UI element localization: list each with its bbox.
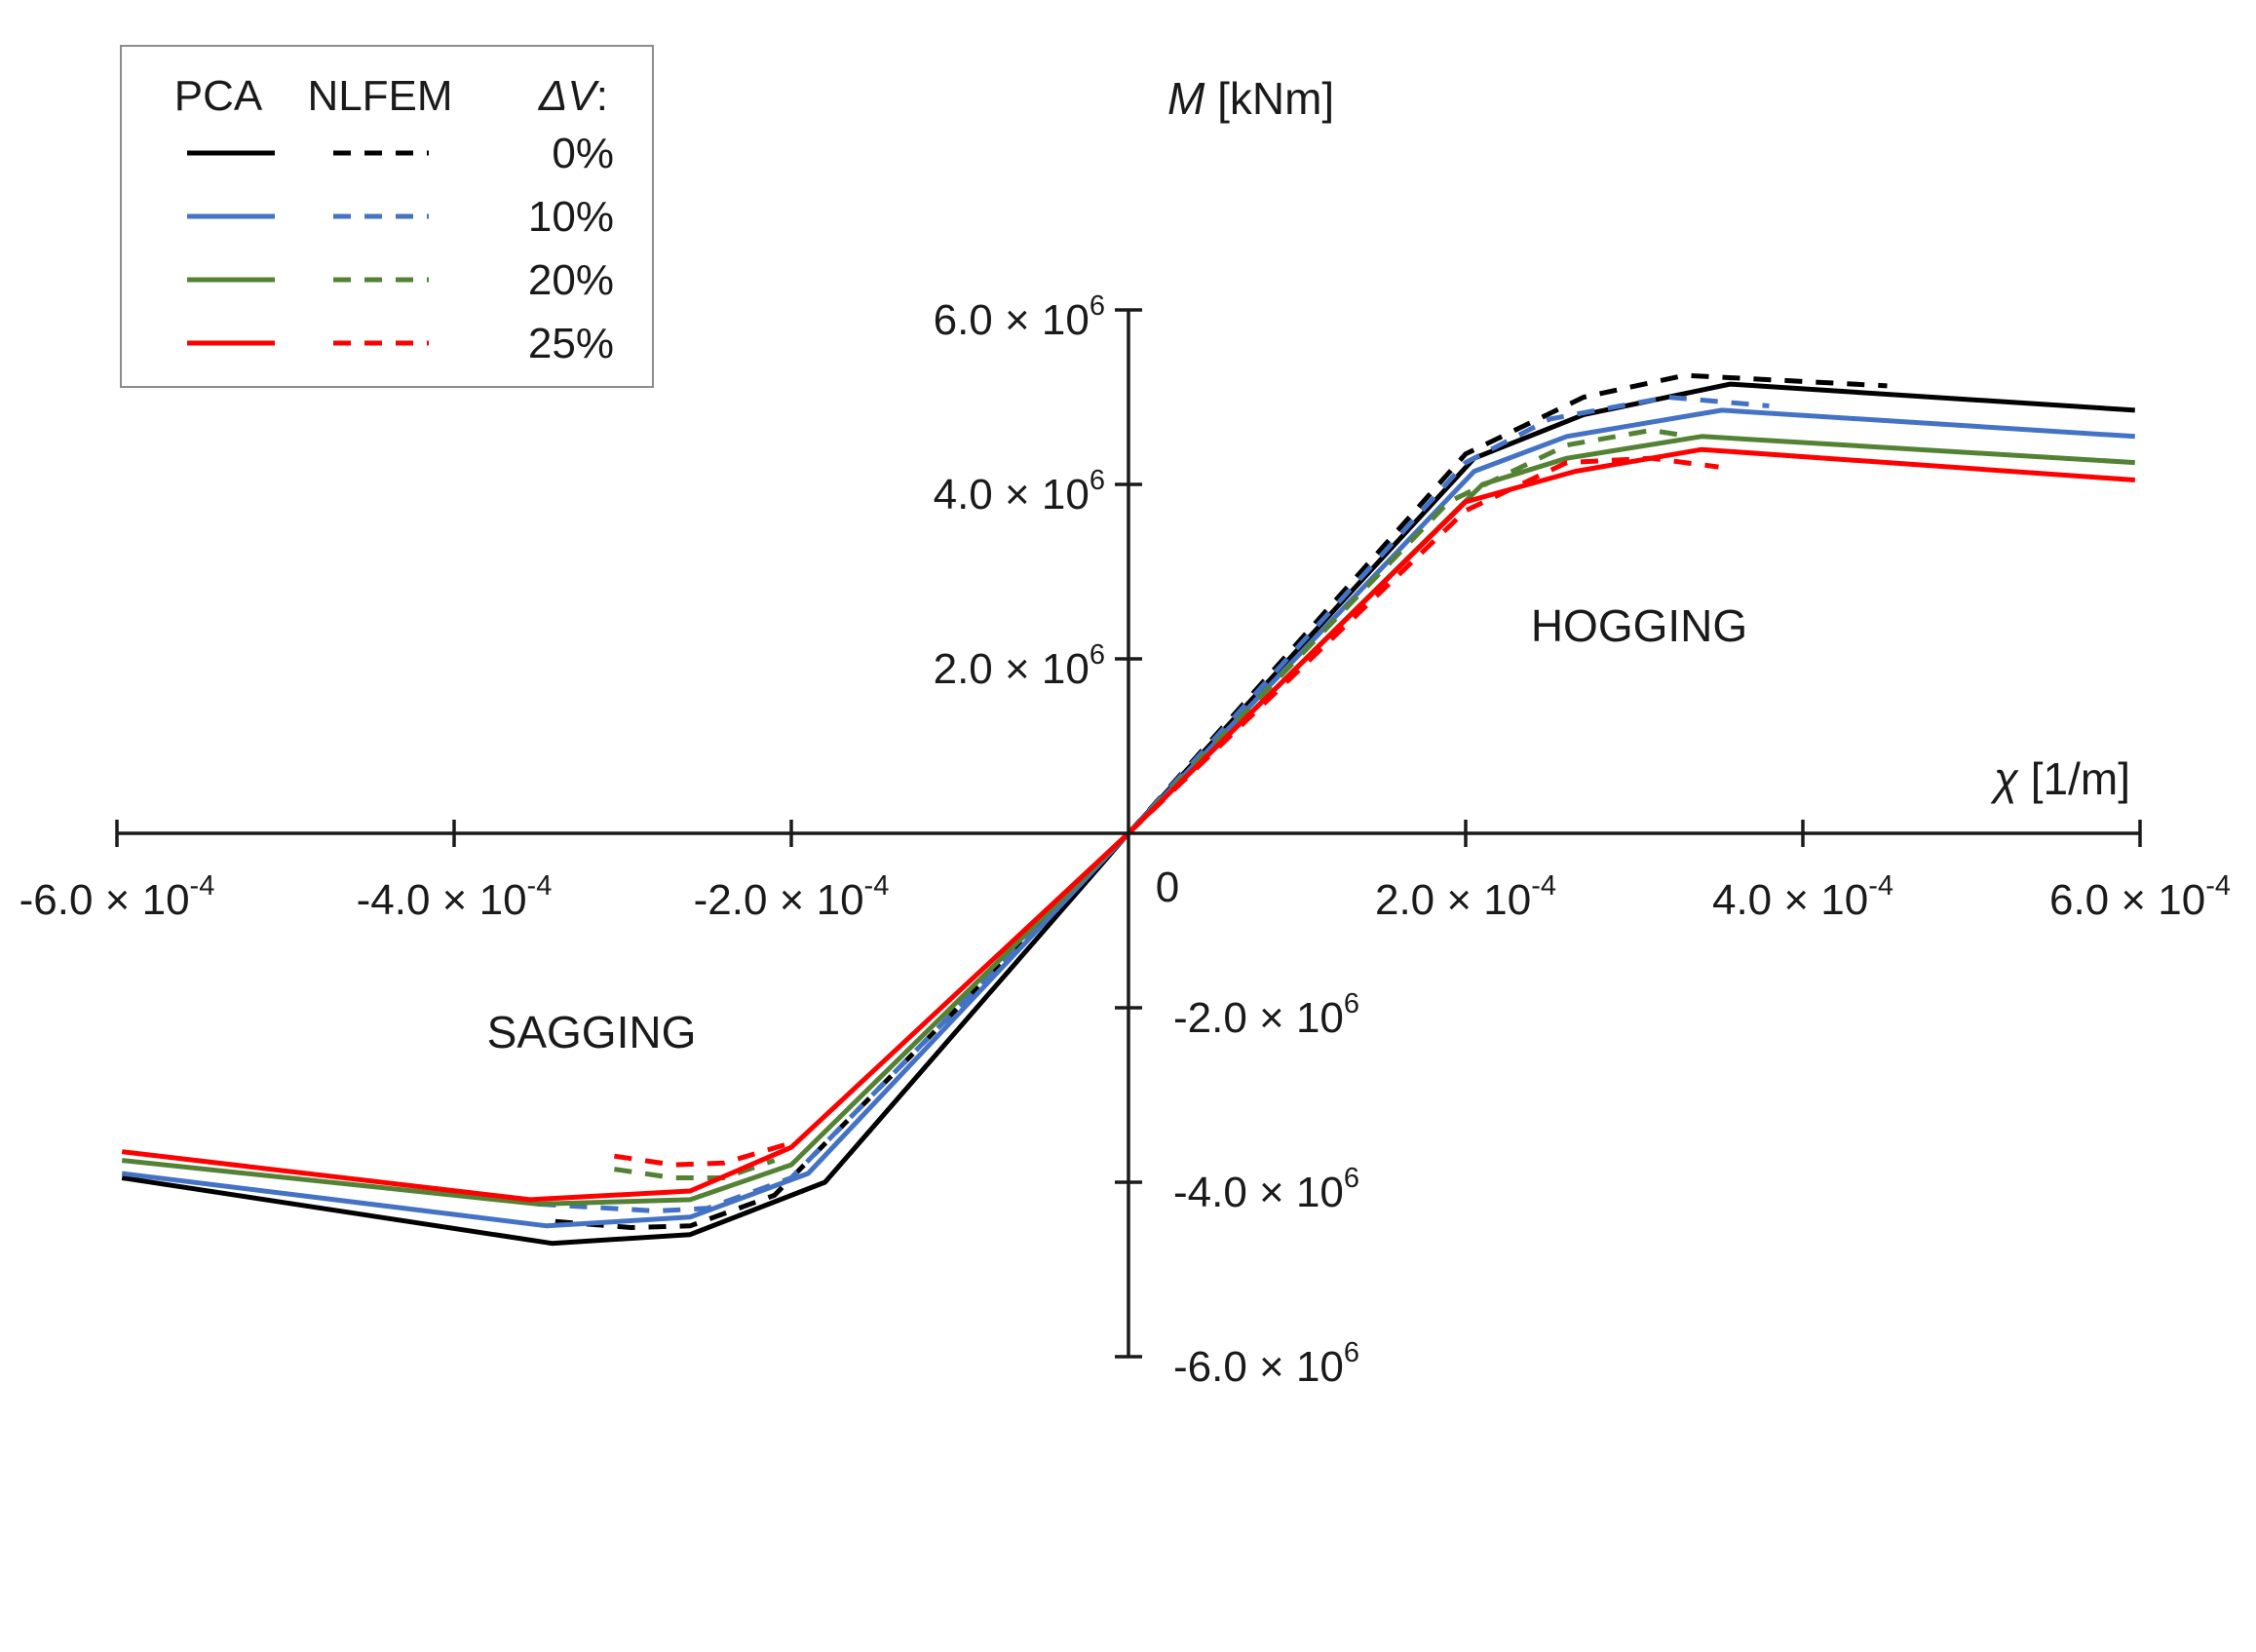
y-axis-title: M [kNm] [1167,73,1334,124]
legend-label-dv: 0% [552,130,614,177]
x-tick-label: -2.0 × 10-4 [694,870,890,924]
legend-header-nlfem: NLFEM [307,72,452,120]
y-tick-label: 2.0 × 106 [934,639,1105,693]
labels-layer: -6.0 × 10-4 -4.0 × 10-4 -2.0 × 10-4 0 2.0 × … [19,73,2231,1391]
series-nlfem-25pct-10 [1127,455,1719,835]
sagging-label: SAGGING [487,1007,697,1057]
x-tick-label: 6.0 × 10-4 [2049,870,2231,924]
series-nlfem-0pct-2 [554,831,1130,1230]
y-tick-label: -4.0 × 106 [1173,1163,1359,1216]
y-tick-label: 6.0 × 106 [934,290,1105,344]
x-axis-title: χ [1/m] [1990,753,2130,804]
x-tick-label: -6.0 × 10-4 [19,870,215,924]
series-nlfem-0pct-1 [1127,372,1888,835]
hogging-label: HOGGING [1531,600,1747,651]
y-tick-label: -6.0 × 106 [1173,1337,1359,1391]
legend-label-dv: 10% [528,193,614,241]
series-nlfem-20pct-7 [1127,428,1686,835]
x-tick-label: 2.0 × 10-4 [1375,870,1556,924]
legend-header-dv: ΔV: [538,72,608,120]
legend-header-pca: PCA [174,72,263,120]
series-nlfem-10pct-4 [1127,395,1770,835]
x-tick-label: 4.0 × 10-4 [1712,870,1893,924]
axes-layer [115,308,2142,1359]
y-tick-label: 4.0 × 106 [934,465,1105,519]
series-nlfem-10pct-5 [538,831,1130,1213]
x-tick-label: -4.0 × 10-4 [357,870,553,924]
legend-label-dv: 20% [528,256,614,304]
legend-label-dv: 25% [528,320,614,367]
y-tick-label: -2.0 × 106 [1173,988,1359,1042]
series-nlfem-20pct-8 [614,1158,776,1180]
x-tick-label: 0 [1156,864,1179,911]
series-nlfem-25pct-11 [614,1140,792,1168]
legend: PCA NLFEM ΔV: 0% 10% 20% 25% [120,45,654,388]
